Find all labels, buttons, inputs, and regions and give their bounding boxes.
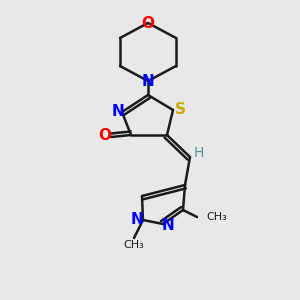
Text: N: N bbox=[142, 74, 154, 88]
Text: N: N bbox=[112, 104, 124, 119]
Text: O: O bbox=[142, 16, 154, 31]
Text: S: S bbox=[175, 103, 185, 118]
Text: H: H bbox=[194, 146, 204, 160]
Text: CH₃: CH₃ bbox=[124, 240, 144, 250]
Text: N: N bbox=[162, 218, 174, 232]
Text: O: O bbox=[98, 128, 112, 142]
Text: N: N bbox=[130, 212, 143, 227]
Text: CH₃: CH₃ bbox=[206, 212, 227, 222]
